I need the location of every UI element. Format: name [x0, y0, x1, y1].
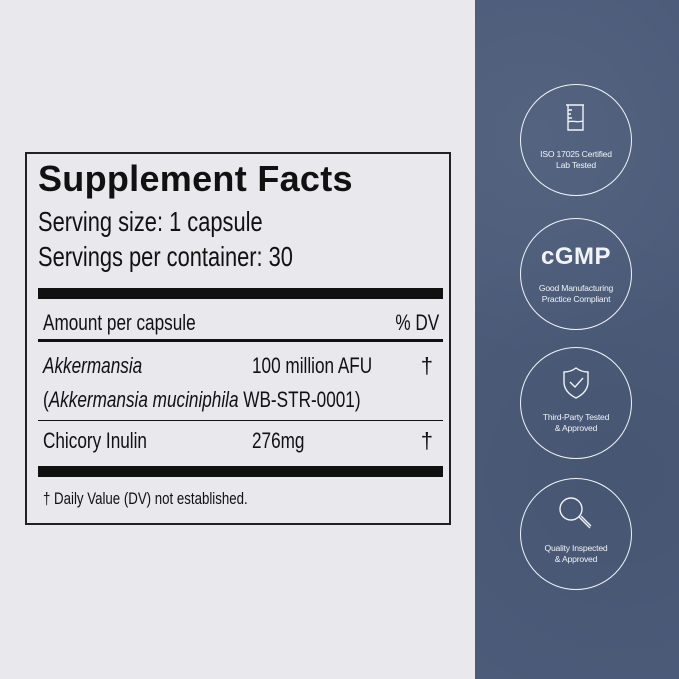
ingredient-amount: 276mg [252, 428, 305, 453]
dv-header: % DV [395, 310, 439, 335]
badge-line2: & Approved [554, 423, 598, 433]
certifications-panel: ISO 17025 Certified Lab Tested cGMP Good … [475, 0, 679, 679]
thin-divider [38, 420, 443, 421]
cgmp-logo: cGMP [540, 243, 611, 270]
thick-divider [38, 466, 443, 477]
magnifier-icon [559, 497, 592, 529]
thick-divider [38, 288, 443, 299]
ingredient-subname: (Akkermansia muciniphila WB-STR-0001) [43, 387, 361, 412]
badge-line2: Lab Tested [556, 160, 596, 170]
supplement-facts-label: Supplement Facts Serving size: 1 capsule… [25, 152, 451, 525]
footnote: † Daily Value (DV) not established. [43, 489, 248, 508]
ingredient-dv: † [420, 428, 433, 453]
ingredient-dv: † [420, 353, 433, 378]
badge-quality-inspected: Quality Inspected & Approved [520, 478, 632, 590]
servings-per-container: Servings per container: 30 [38, 241, 293, 272]
badge-line1: ISO 17025 Certified [540, 149, 612, 159]
medium-divider [38, 339, 443, 342]
ingredient-name: Akkermansia [43, 353, 143, 378]
serving-size: Serving size: 1 capsule [38, 206, 263, 237]
badge-third-party-tested: Third-Party Tested & Approved [520, 347, 632, 459]
beaker-icon [566, 104, 584, 131]
ingredient-amount: 100 million AFU [252, 353, 373, 378]
badge-line1: Quality Inspected [544, 543, 608, 553]
badge-line1: Third-Party Tested [542, 412, 610, 422]
badge-line1: Good Manufacturing [538, 283, 614, 293]
ingredient-name: Chicory Inulin [43, 428, 147, 453]
amount-header: Amount per capsule [43, 310, 196, 335]
shield-check-icon [563, 367, 589, 399]
badge-line2: & Approved [554, 554, 598, 564]
badge-line2: Practice Compliant [541, 294, 611, 304]
badge-cgmp: cGMP Good Manufacturing Practice Complian… [520, 218, 632, 330]
badge-iso-certified: ISO 17025 Certified Lab Tested [520, 84, 632, 196]
label-title: Supplement Facts [38, 158, 353, 199]
